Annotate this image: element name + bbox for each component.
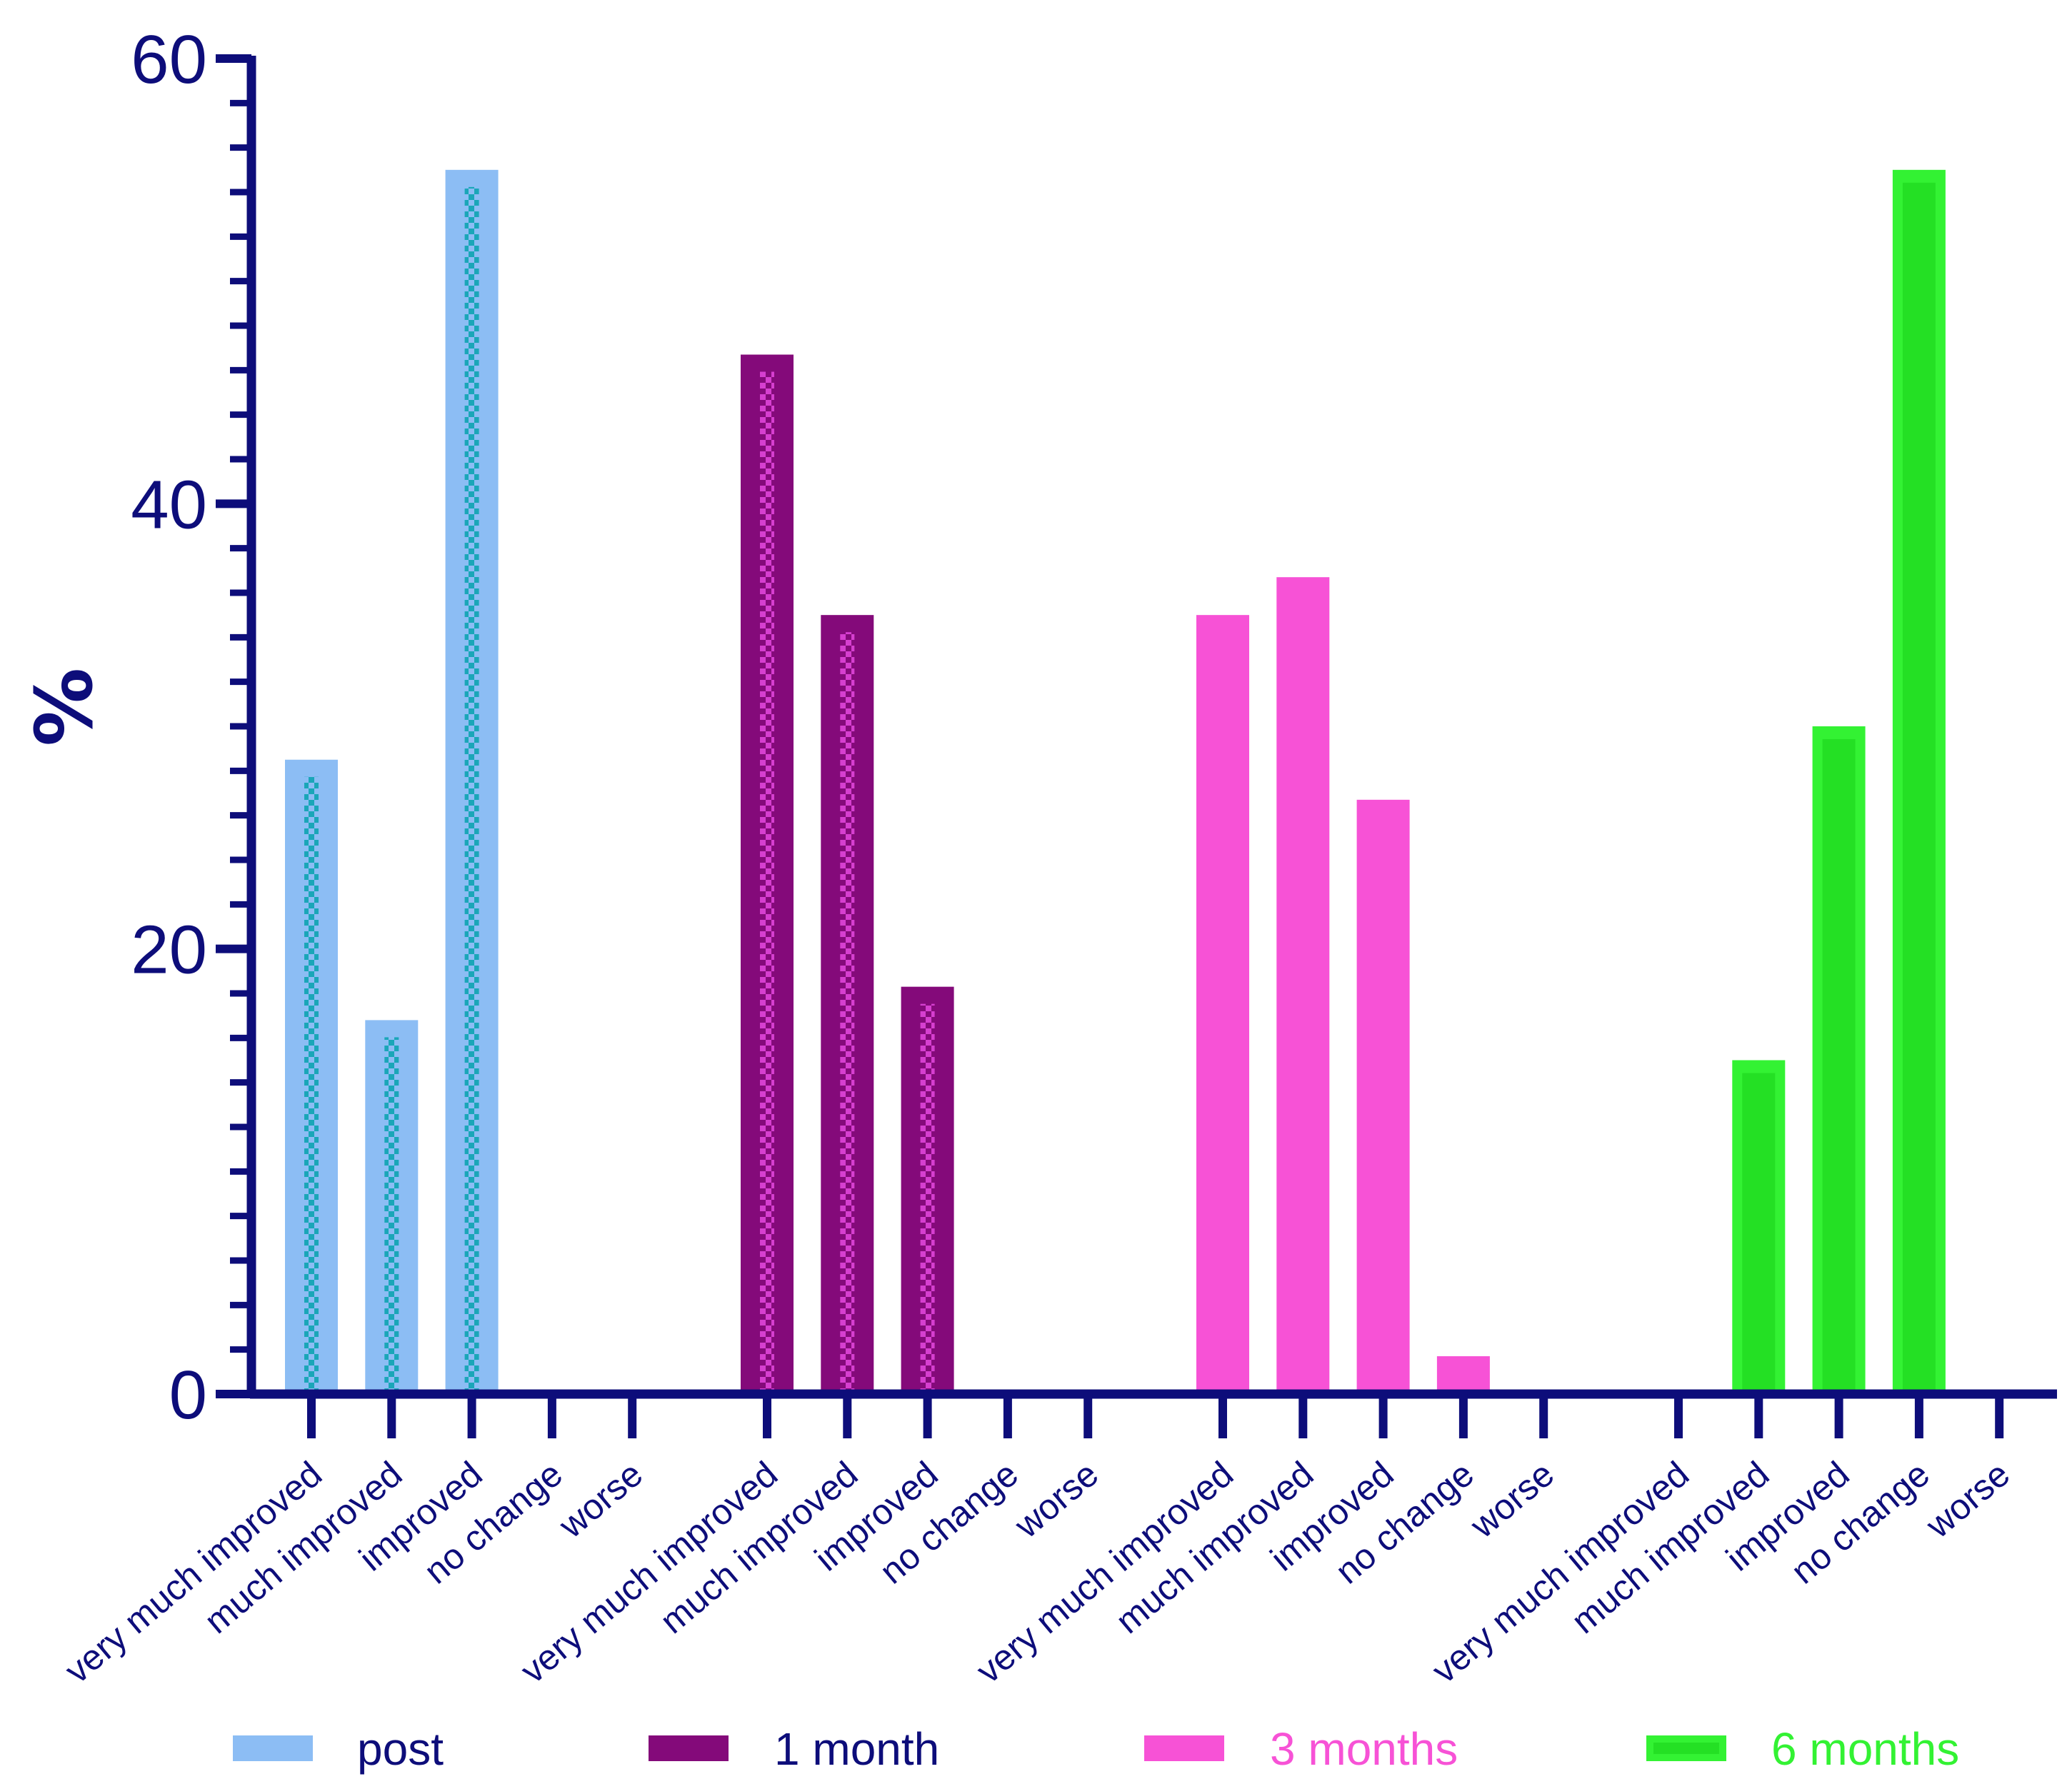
bar-3-months-much-improved-fill <box>1276 577 1330 1394</box>
legend-label-post: post <box>357 1723 444 1775</box>
legend-label-3-months: 3 months <box>1270 1723 1458 1775</box>
legend-swatch-3-months <box>1144 1735 1224 1761</box>
bar-1-month-very-much-improved <box>741 354 794 1395</box>
bar-1-month-improved <box>901 986 954 1394</box>
legend: post 1 month 3 months 6 months <box>233 1723 1959 1775</box>
y-tick-label: 0 <box>169 1357 207 1433</box>
legend-item-1-month: 1 month <box>649 1723 939 1775</box>
bar-6-months-no-change-inner <box>1902 182 1936 1394</box>
bar-3-months-no-change <box>1436 1356 1490 1394</box>
y-tick-label: 60 <box>131 21 207 98</box>
x-tick-label-worse: worse <box>551 1454 650 1546</box>
bar-3-months-very-much-improved <box>1196 615 1249 1394</box>
legend-swatch-1-month <box>649 1735 729 1761</box>
x-tick-label-worse: worse <box>1006 1454 1106 1546</box>
y-axis-label: % <box>19 668 110 746</box>
bar-6-months-improved-inner <box>1822 739 1856 1394</box>
bar-post-much-improved-inner <box>384 1037 399 1394</box>
bar-6-months-improved <box>1812 726 1866 1394</box>
bar-3-months-very-much-improved-fill <box>1196 615 1249 1394</box>
bar-1-month-very-much-improved-inner <box>760 371 774 1395</box>
legend-swatch-inner <box>1653 1743 1719 1754</box>
bar-6-months-no-change <box>1892 169 1946 1394</box>
x-tick-label-worse: worse <box>1462 1454 1561 1546</box>
bar-3-months-improved-fill <box>1356 799 1410 1394</box>
bar-post-much-improved <box>365 1020 419 1394</box>
x-tick-label-worse: worse <box>1918 1454 2017 1546</box>
bar-post-improved <box>445 169 499 1394</box>
bar-1-month-much-improved-inner <box>840 632 855 1394</box>
y-tick-label: 40 <box>131 466 207 543</box>
bar-post-improved-inner <box>464 186 479 1394</box>
bars-layer <box>285 169 1946 1395</box>
bar-1-month-much-improved <box>821 615 874 1394</box>
legend-item-3-months: 3 months <box>1144 1723 1458 1775</box>
legend-item-6-months: 6 months <box>1646 1723 1959 1775</box>
bar-6-months-much-improved-inner <box>1742 1073 1776 1394</box>
legend-label-6-months: 6 months <box>1771 1723 1959 1775</box>
y-tick-label: 20 <box>131 912 207 988</box>
bar-3-months-much-improved <box>1276 577 1330 1394</box>
legend-swatch-post <box>233 1735 313 1761</box>
axes-layer: 0 20 40 60% <box>19 21 2057 1438</box>
bar-1-month-improved-inner <box>920 1003 935 1394</box>
legend-item-post: post <box>233 1723 444 1775</box>
bar-6-months-much-improved <box>1732 1060 1786 1394</box>
bar-post-very-much-improved-inner <box>304 776 319 1394</box>
bar-3-months-no-change-fill <box>1436 1356 1490 1394</box>
bar-post-very-much-improved <box>285 759 338 1394</box>
bar-3-months-improved <box>1356 799 1410 1394</box>
legend-label-1-month: 1 month <box>774 1723 939 1775</box>
